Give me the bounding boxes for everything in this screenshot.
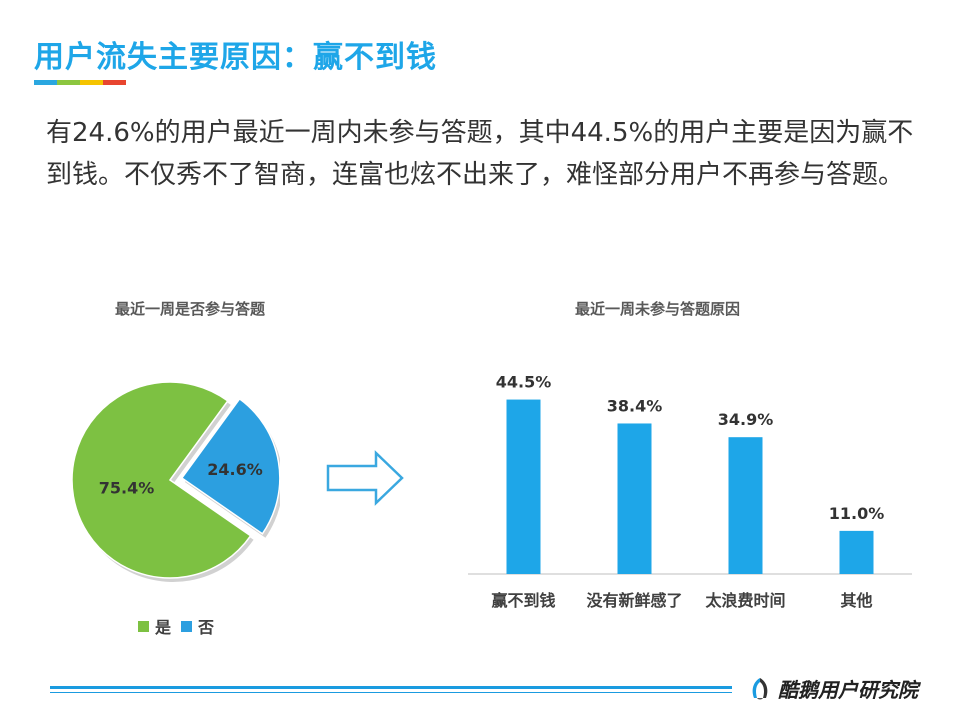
body-paragraph: 有24.6%的用户最近一周内未参与答题，其中44.5%的用户主要是因为赢不到钱。… [46,118,914,190]
penguin-logo-icon [752,677,768,699]
bar-2 [728,437,763,574]
brand-name: 酷鹅用户研究院 [778,678,918,702]
underline-segment-red [103,80,126,85]
bar-chart: 44.5% 赢不到钱 38.4% 没有新鲜感了 34.9% 太浪费时间 11.0% 其他 [468,373,912,610]
bar-value-label-0: 44.5% [496,373,552,392]
pie-legend: 是 否 [138,614,224,638]
footer-divider [50,686,732,693]
pie-chart-title: 最近一周是否参与答题 [115,300,266,318]
underline-segment-green [57,80,80,85]
right-arrow-icon [326,450,404,506]
bar-category-label-0: 赢不到钱 [491,591,555,610]
bar-value-label-2: 34.9% [718,410,774,429]
bar-value-label-3: 11.0% [829,504,885,523]
page-title: 用户流失主要原因：赢不到钱 [34,40,437,75]
bar-1 [617,423,652,574]
title-underline [34,80,126,85]
bar-chart-title: 最近一周未参与答题原因 [575,300,741,318]
pie-chart: 75.4% 24.6% [71,381,280,582]
underline-segment-blue [34,80,57,85]
brand-logo: 酷鹅用户研究院 [748,674,918,703]
bar-category-label-3: 其他 [840,591,872,610]
bar-category-label-1: 没有新鲜感了 [586,591,682,610]
legend-swatch-yes [138,620,149,632]
underline-segment-yellow [80,80,103,85]
bar-3 [839,530,874,574]
pie-slice-no [180,397,280,535]
legend-item-no: 否 [181,614,214,638]
legend-label-yes: 是 [155,618,172,637]
bar-value-label-1: 38.4% [607,396,663,415]
pie-slice-yes [71,381,252,579]
legend-item-yes: 是 [138,614,171,638]
legend-label-no: 否 [198,618,215,637]
pie-label-no: 24.6% [207,460,263,479]
legend-swatch-no [181,620,193,632]
bar-0 [506,399,541,574]
pie-label-yes: 75.4% [99,478,155,497]
bar-category-label-2: 太浪费时间 [704,591,785,610]
